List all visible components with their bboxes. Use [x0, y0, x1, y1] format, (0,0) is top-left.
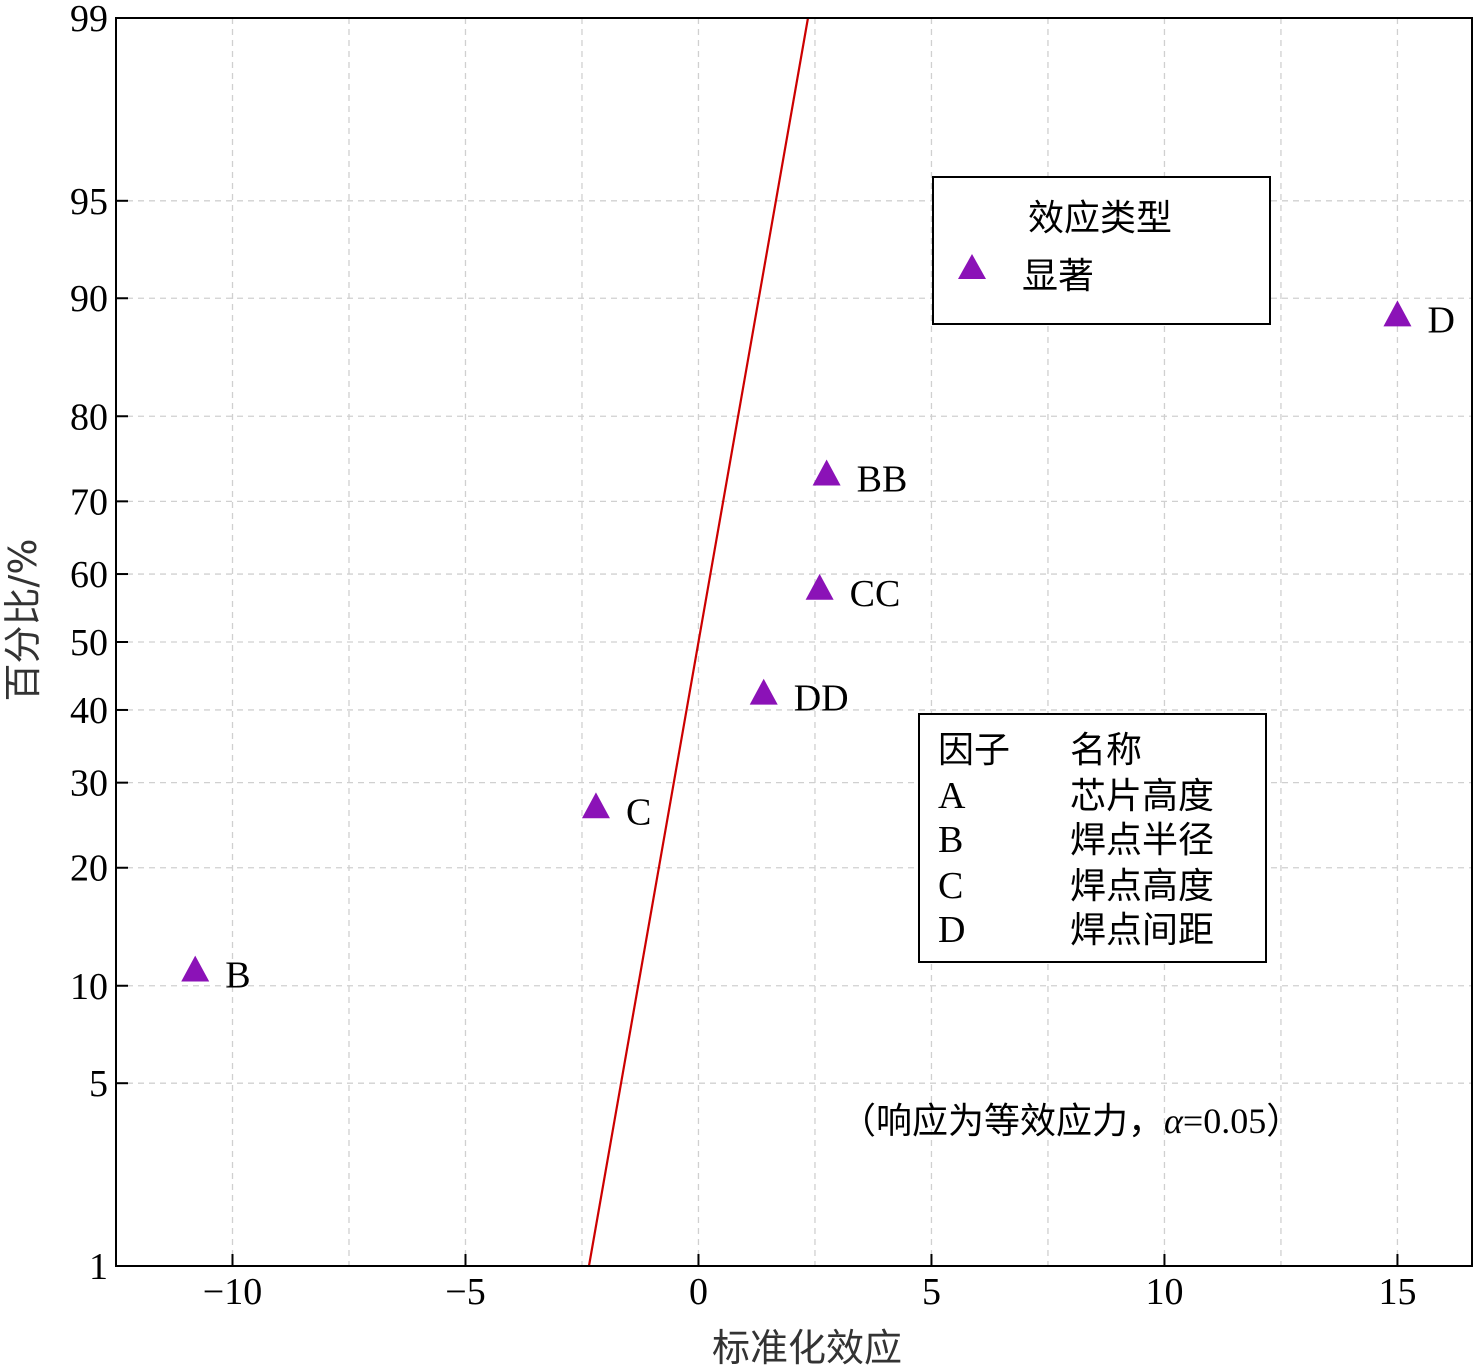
- point-label-dd: DD: [794, 678, 849, 720]
- note-suffix: =0.05）: [1183, 1101, 1302, 1141]
- y-tick-label: 95: [70, 181, 108, 223]
- legend-marker-triangle: [958, 254, 986, 279]
- factor-code-a: A: [938, 775, 966, 817]
- reference-line: [587, 17, 810, 1267]
- legend: 效应类型 显著: [932, 176, 1271, 325]
- note-prefix: （响应为等效应力，: [840, 1101, 1164, 1142]
- factor-name-b: 焊点半径: [1070, 820, 1214, 861]
- factor-header-name: 名称: [1070, 730, 1142, 771]
- factor-header-factor: 因子: [938, 730, 1010, 771]
- y-tick-label: 60: [70, 554, 108, 596]
- note-alpha: α: [1164, 1101, 1184, 1141]
- factor-code-d: D: [938, 909, 965, 951]
- y-tick-label: 99: [70, 0, 108, 40]
- data-point-d: [1383, 300, 1412, 327]
- point-label-c: C: [626, 791, 651, 833]
- x-tick-label: 15: [1378, 1271, 1416, 1313]
- factor-table-box: [918, 713, 1267, 963]
- point-label-b: B: [225, 955, 250, 997]
- x-tick-label: 0: [689, 1271, 708, 1313]
- data-point-b: [181, 955, 210, 982]
- y-axis-label: 百分比/%: [1, 539, 45, 702]
- y-tick-label: 5: [89, 1063, 108, 1105]
- y-tick-label: 80: [70, 396, 108, 438]
- y-tick-label: 50: [70, 622, 108, 664]
- y-tick-label: 40: [70, 690, 108, 732]
- factor-name-d: 焊点间距: [1070, 910, 1214, 951]
- y-tick-label: 10: [70, 966, 108, 1008]
- point-label-cc: CC: [850, 573, 901, 615]
- y-tick-label: 1: [89, 1246, 108, 1288]
- legend-title: 效应类型: [1028, 198, 1172, 239]
- point-label-d: D: [1427, 299, 1454, 341]
- data-point-c: [581, 792, 610, 819]
- factor-name-c: 焊点高度: [1070, 866, 1214, 907]
- x-tick-label: −10: [203, 1271, 262, 1313]
- legend-box: [932, 176, 1271, 325]
- data-point-dd: [749, 678, 778, 705]
- annotation-note: （响应为等效应力，α=0.05）: [840, 1101, 1302, 1142]
- x-tick-label: 5: [922, 1271, 941, 1313]
- factor-table: 因子 名称 A 芯片高度 B 焊点半径 C 焊点高度 D 焊点间距: [918, 713, 1267, 963]
- point-label-bb: BB: [857, 459, 908, 501]
- x-tick-label: 10: [1145, 1271, 1183, 1313]
- y-tick-label: 70: [70, 481, 108, 523]
- factor-code-b: B: [938, 819, 963, 861]
- x-tick-label: −5: [445, 1271, 485, 1313]
- y-tick-label: 30: [70, 763, 108, 805]
- factor-name-a: 芯片高度: [1070, 776, 1214, 817]
- data-point-cc: [805, 573, 834, 600]
- factor-code-c: C: [938, 865, 963, 907]
- data-point-bb: [812, 459, 841, 486]
- y-tick-label: 90: [70, 278, 108, 320]
- y-tick-label: 20: [70, 848, 108, 890]
- reference-line-layer: [587, 17, 810, 1267]
- legend-entry: 显著: [1022, 256, 1094, 297]
- x-axis-label: 标准化效应: [712, 1326, 902, 1367]
- grid-lines: [116, 18, 1472, 1266]
